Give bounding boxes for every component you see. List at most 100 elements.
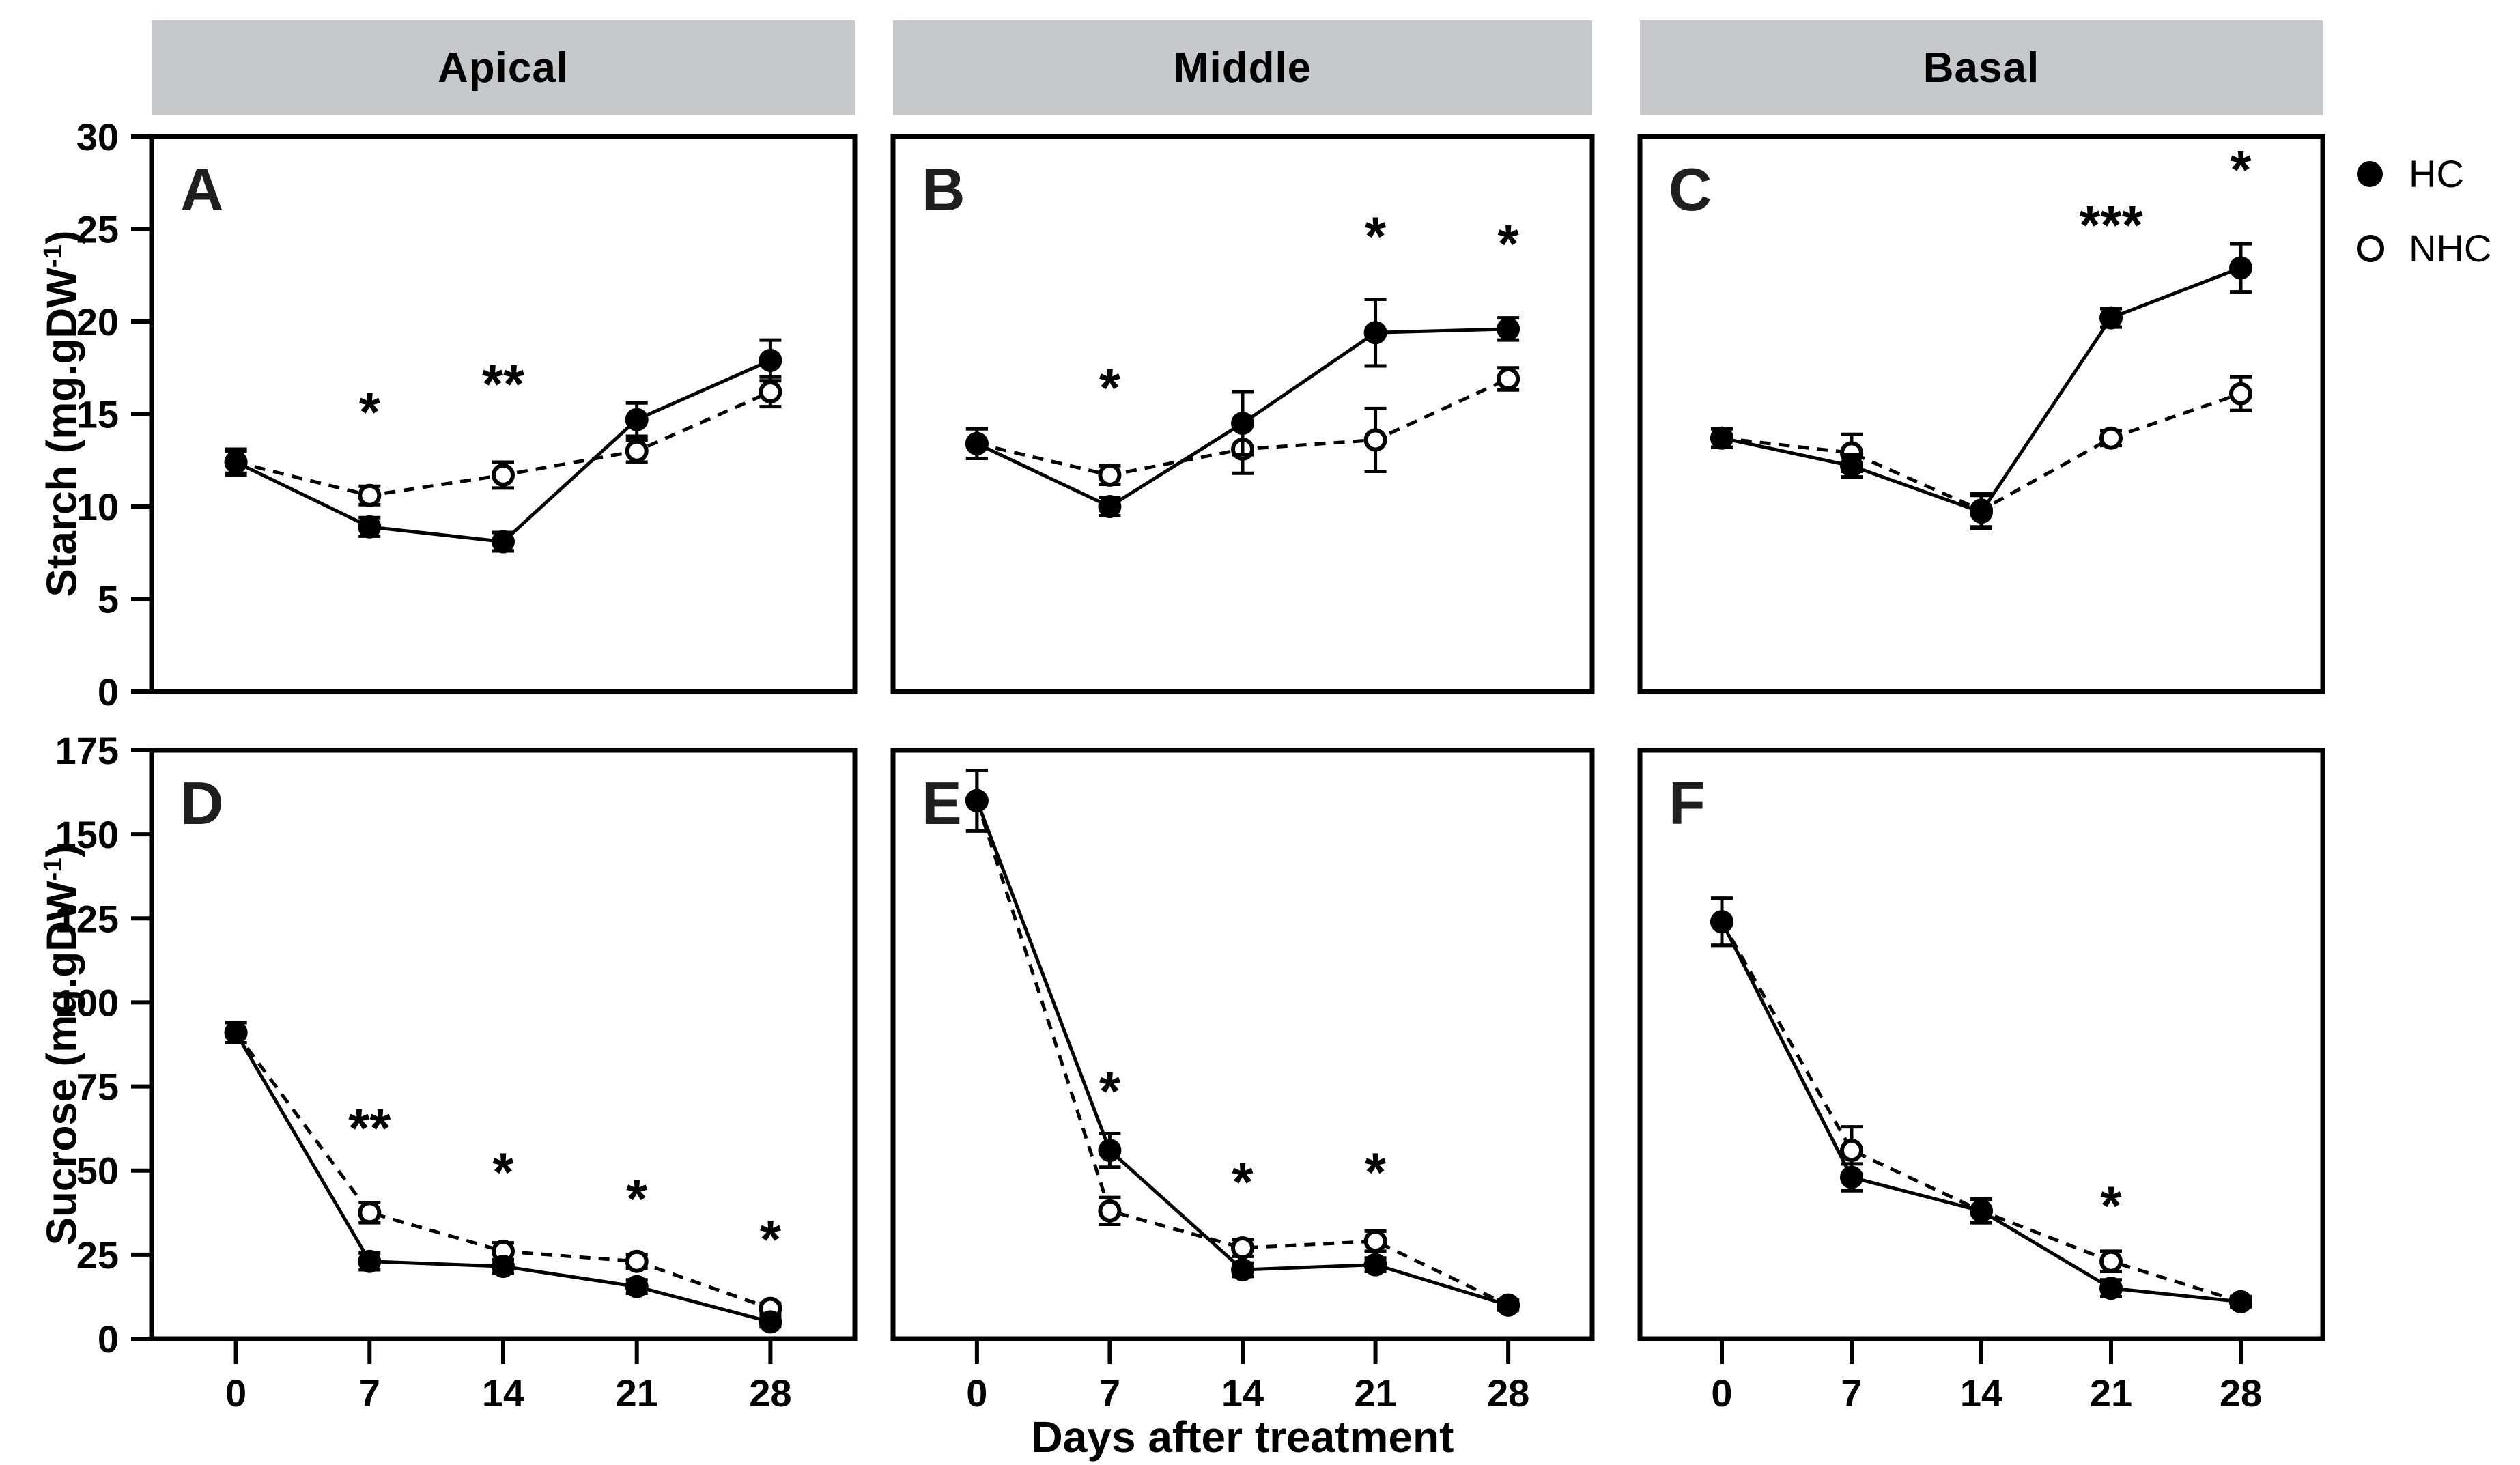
data-point-filled-hc: [759, 1310, 782, 1334]
series-line-nhc: [975, 800, 1510, 1307]
data-point-open-nhc: [1098, 463, 1122, 487]
significance-marker: ***: [2079, 195, 2143, 255]
data-point-open-nhc: [1840, 1139, 1863, 1163]
data-point-filled-hc: [1970, 500, 1993, 524]
panel-letter: A: [180, 156, 224, 223]
significance-marker: *: [760, 1209, 782, 1270]
panel-letter: D: [180, 769, 224, 837]
data-point-open-nhc: [1231, 1236, 1254, 1260]
data-point-filled-hc: [1840, 1165, 1863, 1189]
data-point-filled-hc: [625, 408, 649, 431]
significance-marker: *: [1365, 205, 1387, 266]
data-point-filled-hc: [1231, 1258, 1254, 1282]
significance-marker: *: [1232, 1152, 1254, 1212]
series-hc: [224, 1021, 782, 1334]
significance-marker: *: [492, 1141, 514, 1202]
x-tick-label: 14: [1960, 1371, 2002, 1414]
panel-letter: E: [922, 769, 962, 837]
series-line-hc: [1721, 266, 2241, 515]
data-point-filled-hc: [358, 515, 382, 539]
data-point-filled-hc: [965, 431, 989, 455]
significance-marker: *: [1365, 1141, 1387, 1202]
x-tick-label: 0: [1711, 1371, 1732, 1414]
series-line-hc: [975, 799, 1509, 1307]
y-tick-label: 175: [55, 729, 119, 772]
data-point-filled-hc: [2099, 306, 2123, 330]
filled-circle-icon: [2357, 160, 2383, 187]
y-tick-label: 10: [76, 485, 119, 528]
data-point-filled-hc: [358, 1249, 382, 1273]
data-point-filled-hc: [1363, 1253, 1387, 1277]
panel-C: C****: [1637, 134, 2325, 694]
significance-marker: *: [359, 382, 381, 442]
x-tick-label: 21: [1354, 1371, 1396, 1414]
y-tick-label: 0: [98, 1318, 119, 1361]
y-tick-label: 25: [76, 1234, 119, 1277]
panel-letter: C: [1669, 156, 1712, 223]
panel-frame: [890, 134, 1595, 694]
panel-B: B * * *: [890, 134, 1595, 694]
x-tick-label: 7: [1841, 1371, 1862, 1414]
panel-frame: [1637, 748, 2325, 1341]
significance-marker: *: [2230, 139, 2252, 200]
x-tick-label: 0: [966, 1371, 987, 1414]
data-point-open-nhc: [1363, 1229, 1387, 1253]
x-tick-label: 0: [225, 1371, 246, 1414]
data-point-open-nhc: [2229, 382, 2252, 406]
series-nhc: [965, 769, 1520, 1317]
data-point-filled-hc: [1363, 321, 1387, 345]
x-tick-label: 28: [1487, 1371, 1529, 1414]
open-circle-icon: [2357, 234, 2384, 262]
panel-letter: F: [1669, 769, 1705, 837]
data-point-open-nhc: [1098, 1199, 1122, 1223]
y-tick-label: 0: [98, 670, 119, 713]
x-tick-label: 14: [1221, 1371, 1264, 1414]
panel-letter: B: [922, 156, 965, 223]
legend-item-nhc: NHC: [2357, 226, 2491, 270]
series-hc: [965, 297, 1520, 518]
data-point-open-nhc: [1363, 428, 1387, 452]
data-point-filled-hc: [492, 530, 515, 554]
significance-marker: *: [1099, 1061, 1121, 1122]
column-header-apical: Apical: [152, 20, 855, 115]
data-point-filled-hc: [224, 1021, 248, 1044]
data-point-open-nhc: [625, 439, 649, 463]
legend-item-hc: HC: [2357, 152, 2491, 196]
y-tick-label: 75: [76, 1066, 119, 1109]
x-tick-label: 7: [1099, 1371, 1120, 1414]
panel-F: 0 7 14 21 28 F *: [1637, 748, 2325, 1414]
series-hc: [965, 769, 1520, 1317]
series-hc: [1710, 242, 2252, 531]
column-header-basal: Basal: [1640, 20, 2323, 115]
legend-label-nhc: NHC: [2409, 227, 2492, 270]
significance-marker: **: [482, 354, 525, 414]
data-point-filled-hc: [2099, 1277, 2123, 1300]
series-nhc: [1710, 896, 2252, 1313]
data-point-filled-hc: [2229, 256, 2252, 280]
data-point-open-nhc: [2099, 1249, 2123, 1273]
significance-marker: *: [626, 1169, 648, 1229]
data-point-filled-hc: [1098, 1139, 1122, 1163]
data-point-filled-hc: [965, 788, 989, 812]
y-tick-label: 20: [76, 300, 119, 343]
significance-marker: **: [348, 1098, 391, 1158]
significance-marker: *: [1099, 358, 1121, 418]
data-point-filled-hc: [1098, 495, 1122, 518]
series-hc: [1710, 896, 2252, 1313]
series-line-hc: [1720, 921, 2241, 1304]
x-tick-label: 28: [749, 1371, 791, 1414]
y-tick-label: 150: [55, 813, 119, 856]
data-point-filled-hc: [1840, 454, 1863, 478]
data-point-filled-hc: [759, 348, 782, 372]
panel-E: 0 7 14 21 28 E * * *: [890, 748, 1595, 1414]
column-header-middle: Middle: [893, 20, 1592, 115]
y-tick-label: 50: [76, 1150, 119, 1193]
x-tick-label: 14: [482, 1371, 524, 1414]
data-point-open-nhc: [358, 483, 382, 507]
y-tick-label: 100: [55, 981, 119, 1024]
data-point-filled-hc: [1710, 910, 1733, 934]
y-tick-label: 25: [76, 208, 119, 251]
